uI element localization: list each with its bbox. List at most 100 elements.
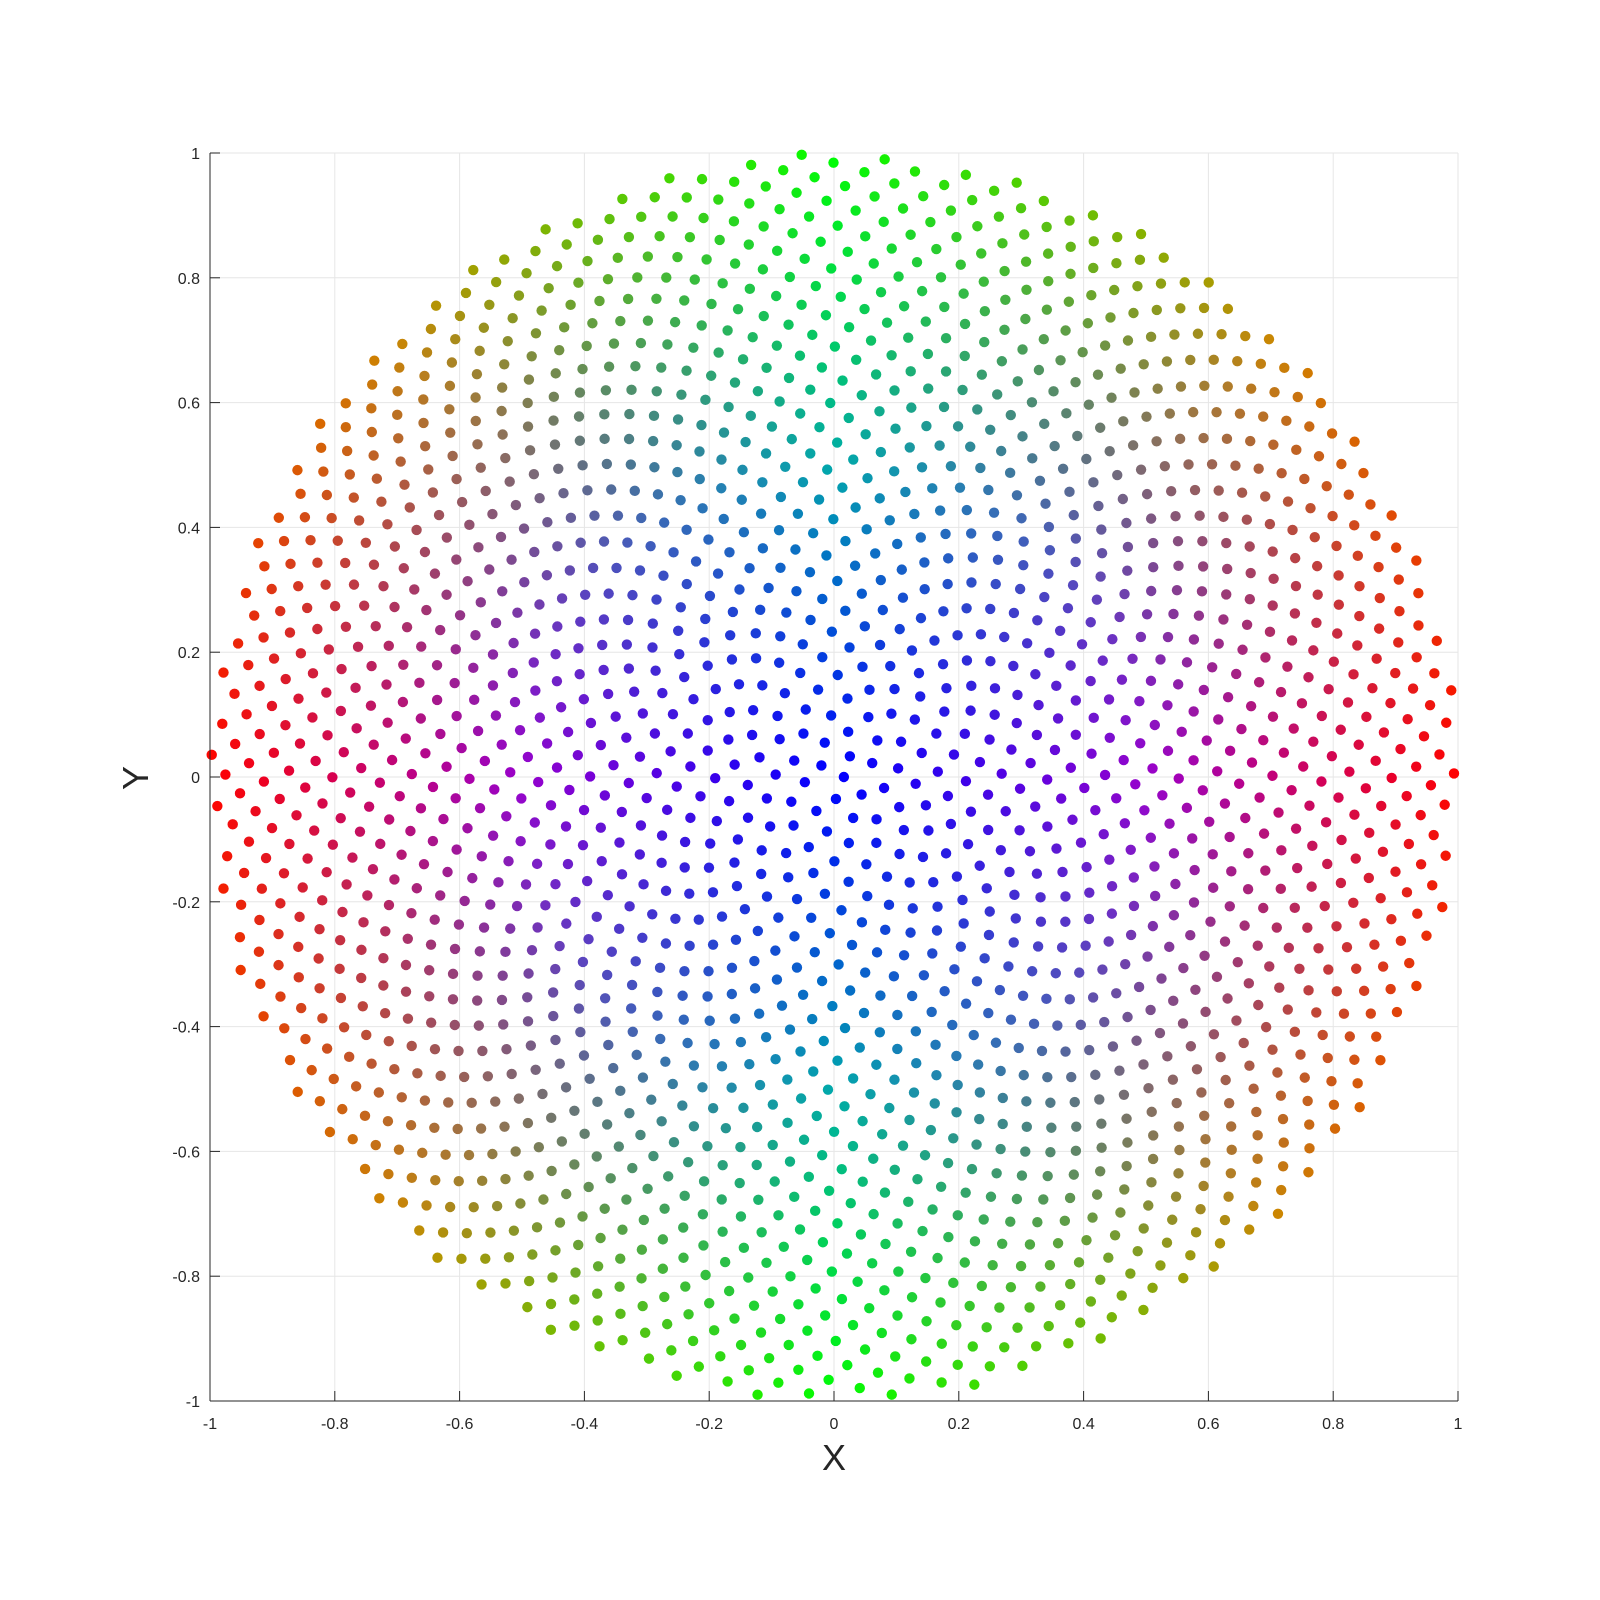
scatter-point: [1017, 431, 1028, 442]
scatter-point: [1365, 1008, 1377, 1019]
scatter-point: [1358, 985, 1370, 997]
scatter-point: [440, 1149, 451, 1160]
scatter-point: [1242, 884, 1254, 895]
scatter-point: [1290, 823, 1302, 834]
scatter-point: [530, 1064, 541, 1076]
scatter-point: [268, 747, 280, 759]
scatter-point: [1264, 961, 1275, 972]
scatter-point: [1134, 695, 1145, 707]
scatter-point: [1275, 1090, 1287, 1101]
scatter-point: [776, 1000, 788, 1011]
scatter-point: [892, 538, 903, 550]
scatter-point: [671, 440, 682, 451]
scatter-point: [697, 503, 708, 514]
scatter-point: [702, 991, 713, 1002]
scatter-point: [1151, 436, 1162, 447]
scatter-point: [698, 212, 709, 224]
scatter-point: [1081, 1235, 1092, 1246]
scatter-point: [412, 1068, 423, 1079]
scatter-point: [745, 410, 756, 422]
scatter-point: [636, 211, 647, 223]
scatter-point: [368, 450, 379, 461]
scatter-point: [433, 509, 445, 521]
scatter-point: [487, 1148, 498, 1160]
scatter-point: [856, 588, 868, 599]
scatter-point: [903, 1196, 914, 1208]
scatter-point: [1321, 480, 1332, 492]
scatter-point: [850, 354, 862, 366]
scatter-point: [1008, 607, 1020, 619]
scatter-point: [1159, 460, 1171, 472]
scatter-point: [999, 324, 1010, 336]
scatter-point: [1375, 892, 1386, 904]
scatter-point: [565, 512, 577, 524]
scatter-point: [497, 586, 508, 597]
scatter-point: [1052, 1020, 1063, 1031]
scatter-point: [490, 617, 502, 629]
scatter-point: [497, 970, 508, 981]
scatter-point: [600, 385, 612, 396]
scatter-point: [760, 448, 772, 459]
scatter-point: [279, 1023, 290, 1034]
scatter-point: [797, 476, 809, 488]
scatter-point: [340, 398, 351, 409]
scatter-point: [562, 726, 574, 738]
scatter-point: [886, 1389, 897, 1400]
scatter-point: [314, 1095, 326, 1107]
scatter-point: [814, 422, 825, 433]
scatter-point: [934, 440, 945, 451]
scatter-point: [704, 590, 716, 602]
scatter-point: [1070, 556, 1081, 568]
scatter-point: [1156, 973, 1167, 984]
scatter-point: [1091, 594, 1103, 605]
scatter-point: [317, 1013, 328, 1024]
scatter-point: [818, 1035, 829, 1047]
scatter-point: [813, 494, 825, 505]
scatter-point: [1223, 1191, 1234, 1202]
scatter-point: [1016, 1170, 1028, 1181]
scatter-point: [1351, 963, 1362, 974]
scatter-point: [958, 918, 969, 929]
scatter-point: [791, 893, 803, 905]
scatter-point: [1304, 800, 1315, 811]
scatter-point: [1302, 367, 1313, 379]
scatter-point: [1369, 939, 1380, 950]
scatter-point: [453, 1045, 464, 1057]
scatter-point: [707, 939, 719, 950]
scatter-point: [546, 1112, 557, 1124]
scatter-point: [701, 254, 712, 265]
scatter-point: [243, 659, 254, 671]
scatter-point: [1050, 968, 1061, 979]
scatter-point: [1244, 1060, 1255, 1071]
scatter-point: [577, 460, 588, 471]
scatter-point: [1338, 1008, 1350, 1019]
scatter-point: [318, 466, 329, 477]
scatter-point: [1354, 610, 1365, 622]
scatter-point: [840, 605, 851, 617]
scatter-point: [730, 934, 742, 945]
scatter-point: [994, 984, 1006, 996]
scatter-point: [1031, 868, 1043, 879]
scatter-point: [574, 669, 585, 680]
scatter-point: [1008, 660, 1019, 672]
scatter-point: [598, 664, 609, 676]
scatter-point: [1099, 1016, 1110, 1028]
scatter-point: [795, 1093, 807, 1104]
scatter-point: [679, 862, 690, 873]
scatter-point: [935, 1297, 946, 1308]
scatter-point: [829, 856, 840, 867]
scatter-point: [678, 1222, 689, 1233]
scatter-point: [791, 187, 802, 198]
scatter-point: [461, 1228, 473, 1239]
scatter-point: [1145, 585, 1157, 597]
scatter-point: [485, 1227, 496, 1238]
scatter-point: [976, 248, 987, 259]
scatter-point: [397, 696, 409, 708]
scatter-point: [1199, 950, 1210, 961]
scatter-point: [273, 512, 284, 523]
scatter-point: [809, 946, 820, 958]
scatter-point: [734, 584, 745, 595]
scatter-point: [875, 574, 887, 586]
scatter-point: [1244, 541, 1255, 552]
scatter-point: [1061, 408, 1072, 419]
